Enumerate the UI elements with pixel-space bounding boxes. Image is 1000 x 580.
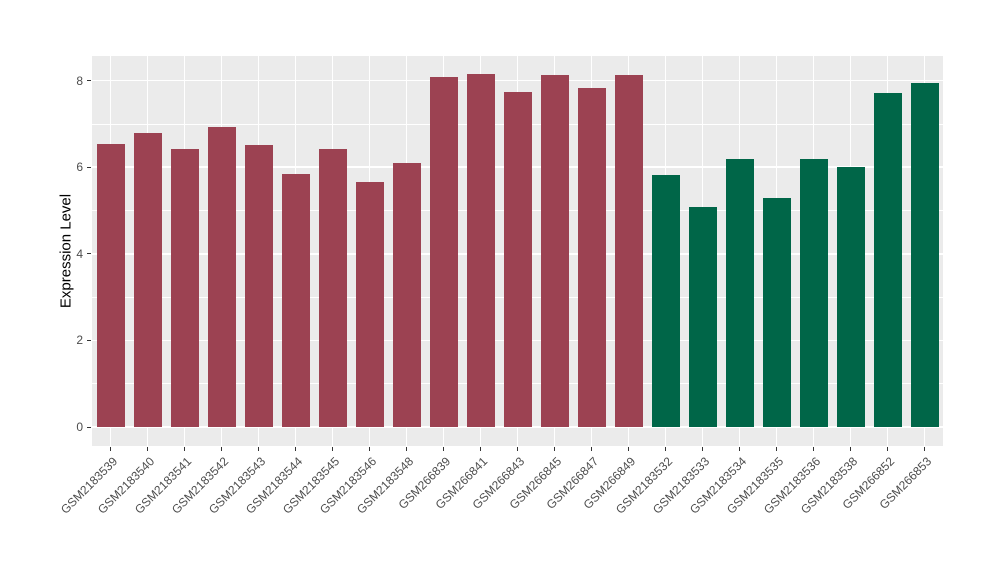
x-tick-mark [887, 447, 888, 451]
bar-GSM2183546 [355, 181, 384, 427]
x-tick-mark [776, 447, 777, 451]
bar-GSM2183541 [170, 149, 199, 427]
major-gridline [92, 426, 943, 428]
x-tick-mark [702, 447, 703, 451]
x-tick-mark [406, 447, 407, 451]
y-tick-mark [87, 166, 91, 168]
y-tick-label: 6 [76, 160, 83, 175]
x-tick-mark [480, 447, 481, 451]
x-tick-mark [850, 447, 851, 451]
x-tick-mark [924, 447, 925, 451]
x-tick-mark [369, 447, 370, 451]
x-tick-mark [628, 447, 629, 451]
x-tick-mark [110, 447, 111, 451]
x-tick-mark [591, 447, 592, 451]
bar-GSM2183538 [836, 166, 865, 427]
y-tick-mark [87, 253, 91, 255]
bar-GSM266853 [910, 82, 939, 427]
y-tick-label: 8 [76, 73, 83, 88]
x-tick-mark [258, 447, 259, 451]
x-tick-mark [517, 447, 518, 451]
x-tick-mark [221, 447, 222, 451]
bar-GSM2183545 [318, 149, 347, 427]
major-gridline [92, 79, 943, 82]
y-tick-label: 2 [76, 333, 83, 348]
y-tick-mark [87, 80, 91, 82]
y-tick-label: 0 [76, 420, 83, 434]
plot-panel [92, 56, 943, 446]
bar-GSM2183542 [207, 126, 236, 427]
y-tick-label: 4 [76, 246, 83, 261]
bar-GSM266849 [614, 75, 643, 427]
x-tick-mark [813, 447, 814, 451]
x-tick-mark [147, 447, 148, 451]
bar-GSM2183539 [96, 144, 125, 427]
y-tick-mark [87, 426, 91, 428]
bar-GSM266839 [429, 76, 458, 427]
bar-GSM2183535 [762, 197, 791, 427]
x-tick-mark [332, 447, 333, 451]
bar-GSM266852 [873, 93, 902, 427]
bar-GSM266841 [466, 73, 495, 427]
y-tick-mark [87, 339, 91, 341]
bar-GSM266847 [577, 87, 606, 427]
x-tick-mark [739, 447, 740, 451]
bar-GSM2183540 [133, 132, 162, 427]
bar-GSM2183544 [281, 173, 310, 427]
bar-GSM2183532 [651, 174, 680, 427]
bar-GSM2183534 [725, 159, 754, 427]
bar-GSM2183536 [799, 158, 828, 427]
bar-GSM2183548 [392, 162, 421, 427]
bar-GSM2183543 [244, 145, 273, 427]
x-tick-mark [554, 447, 555, 451]
bar-GSM266843 [503, 91, 532, 427]
x-tick-mark [443, 447, 444, 451]
x-tick-mark [295, 447, 296, 451]
x-tick-mark [184, 447, 185, 451]
bar-GSM266845 [540, 74, 569, 427]
bar-GSM2183533 [688, 207, 717, 427]
x-tick-mark [665, 447, 666, 451]
